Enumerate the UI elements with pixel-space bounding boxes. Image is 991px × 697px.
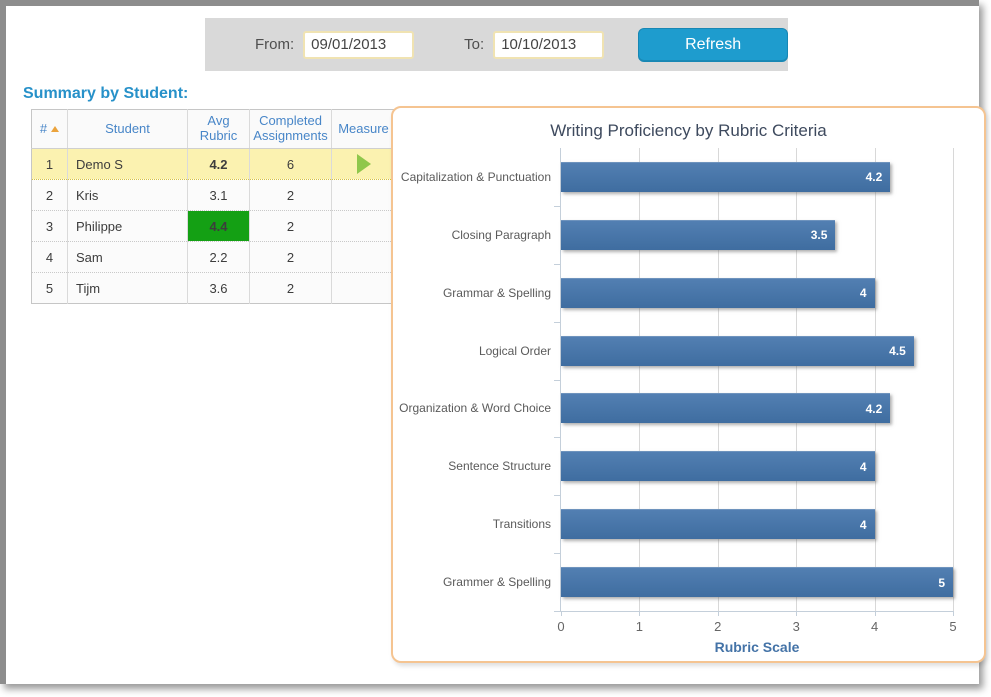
row-number: 2	[31, 179, 68, 211]
chart-plot-area: Capitalization & Punctuation 4.2 Closing…	[399, 148, 957, 655]
bar-logical-order[interactable]: 4.5	[561, 335, 914, 366]
date-filter-toolbar: From: To: Refresh	[205, 18, 788, 71]
axis-tick	[561, 611, 562, 616]
gridline	[874, 148, 876, 611]
axis-tick-label: 0	[557, 619, 565, 634]
row-number: 1	[31, 148, 68, 180]
bar-value-label: 4.2	[865, 401, 883, 416]
table-row[interactable]: 3 Philippe 4.4 2	[31, 210, 396, 242]
completed-assignments-value: 2	[249, 272, 332, 304]
avg-rubric-value: 3.6	[187, 272, 250, 304]
table-row[interactable]: 2 Kris 3.1 2	[31, 179, 396, 211]
column-header-student[interactable]: Student	[67, 109, 188, 149]
measure-cell	[332, 273, 396, 304]
bar-organization-word-choice[interactable]: 4.2	[561, 393, 891, 424]
bar-value-label: 4	[859, 517, 867, 532]
axis-tick-label: 5	[949, 619, 957, 634]
category-label: Capitalization & Punctuation	[400, 169, 551, 184]
axis-tick	[639, 611, 641, 616]
table-row[interactable]: 1 Demo S 4.2 6	[31, 148, 396, 180]
bar-value-label: 4	[859, 459, 867, 474]
gridline	[639, 148, 641, 611]
bar-value-label: 4.2	[865, 170, 883, 185]
axis-tick-label: 3	[792, 619, 800, 634]
completed-assignments-value: 6	[249, 148, 332, 180]
row-number: 5	[31, 272, 68, 304]
sort-ascending-icon	[51, 126, 60, 133]
axis-tick-label: 1	[635, 619, 644, 634]
x-axis-title: Rubric Scale	[714, 639, 800, 655]
gridline	[953, 148, 954, 611]
bar-value-label: 4.5	[889, 344, 906, 359]
table-row[interactable]: 4 Sam 2.2 2	[31, 241, 396, 273]
category-label: Grammer & Spelling	[442, 575, 551, 590]
bar-value-label: 4	[859, 286, 867, 301]
category-label: Transitions	[492, 517, 551, 532]
avg-rubric-value: 4.4	[187, 210, 250, 242]
category-label: Logical Order	[478, 343, 551, 358]
bar-grammer-spelling[interactable]: 5	[561, 567, 953, 598]
bar-value-label: 5	[938, 575, 945, 590]
category-label: Closing Paragraph	[451, 227, 551, 242]
measure-cell	[331, 179, 396, 211]
category-label: Organization & Word Choice	[399, 401, 551, 416]
measure-cell	[331, 210, 396, 242]
student-name: Kris	[67, 179, 188, 211]
bar-grammar-spelling[interactable]: 4	[561, 277, 875, 308]
avg-rubric-value: 2.2	[187, 241, 250, 273]
axis-tick-label: 2	[714, 619, 722, 634]
column-header-avg-rubric[interactable]: Avg Rubric	[187, 109, 250, 149]
avg-rubric-value: 3.1	[187, 179, 250, 211]
row-number: 3	[31, 210, 68, 242]
table-header-row: # Student Avg Rubric Completed Assignmen…	[31, 109, 396, 149]
summary-title: Summary by Student:	[23, 85, 189, 102]
axis-tick	[874, 611, 876, 616]
completed-assignments-value: 2	[249, 179, 332, 211]
measure-cell	[331, 241, 396, 273]
student-name: Sam	[67, 241, 188, 273]
from-label: From:	[255, 36, 295, 53]
column-header-num[interactable]: #	[31, 109, 68, 149]
bar-closing-paragraph[interactable]: 3.5	[561, 219, 836, 250]
bar-sentence-structure[interactable]: 4	[561, 451, 875, 482]
bar-capitalization-punctuation[interactable]: 4.2	[561, 161, 891, 192]
measure-play-icon[interactable]	[356, 153, 371, 174]
to-label: To:	[464, 36, 485, 53]
student-name: Philippe	[67, 210, 188, 242]
gridline	[717, 148, 719, 611]
page: From: To: Refresh Summary by Student: # …	[0, 0, 986, 684]
column-header-measure[interactable]: Measure	[331, 109, 396, 149]
bar-value-label: 3.5	[810, 228, 828, 243]
refresh-button[interactable]: Refresh	[638, 27, 788, 62]
avg-rubric-value: 4.2	[187, 148, 250, 180]
category-label: Sentence Structure	[448, 459, 551, 474]
row-number: 4	[31, 241, 68, 273]
to-date-input[interactable]	[493, 30, 605, 59]
chart-panel: Writing Proficiency by Rubric Criteria C…	[391, 106, 986, 663]
category-label: Grammar & Spelling	[442, 285, 551, 300]
chart-title: Writing Proficiency by Rubric Criteria	[550, 121, 827, 140]
gridline	[796, 148, 798, 611]
student-name: Demo S	[67, 148, 188, 180]
axis-tick	[953, 611, 954, 616]
axis-tick	[796, 611, 798, 616]
axis-tick-label: 4	[870, 619, 879, 634]
bar-transitions[interactable]: 4	[561, 509, 875, 540]
student-name: Tijm	[67, 272, 188, 304]
axis-tick	[717, 611, 719, 616]
table-row[interactable]: 5 Tijm 3.6 2	[31, 272, 396, 304]
column-header-completed-assignments[interactable]: Completed Assignments	[249, 109, 332, 149]
from-date-input[interactable]	[303, 30, 415, 59]
completed-assignments-value: 2	[249, 241, 332, 273]
completed-assignments-value: 2	[249, 210, 332, 242]
summary-table: # Student Avg Rubric Completed Assignmen…	[31, 109, 396, 304]
